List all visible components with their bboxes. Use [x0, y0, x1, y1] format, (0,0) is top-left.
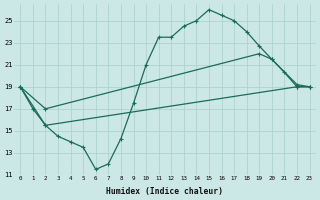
- X-axis label: Humidex (Indice chaleur): Humidex (Indice chaleur): [107, 187, 223, 196]
